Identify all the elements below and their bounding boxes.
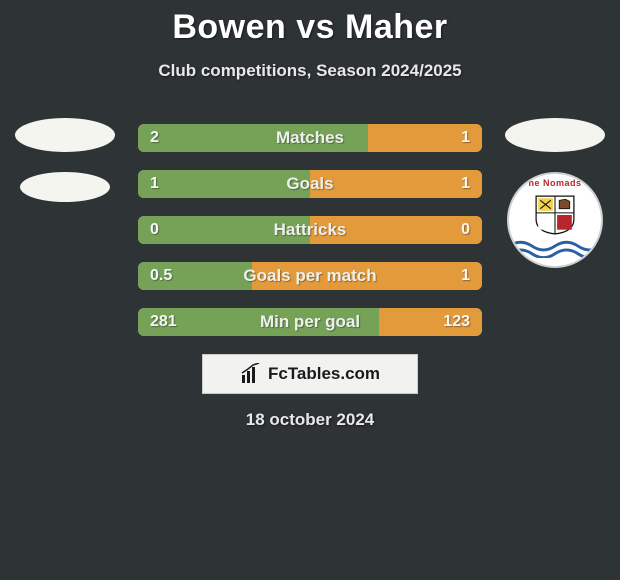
page-title: Bowen vs Maher — [0, 0, 620, 47]
left-club-logo-1 — [15, 118, 115, 152]
right-club-badge: he Nomads — [507, 172, 603, 268]
stat-label-mpg: Min per goal — [138, 308, 482, 336]
stat-row-goals: 1 Goals 1 — [138, 170, 482, 198]
stat-right-hattricks: 0 — [461, 216, 470, 244]
stat-row-matches: 2 Matches 1 — [138, 124, 482, 152]
subtitle: Club competitions, Season 2024/2025 — [0, 61, 620, 81]
left-club-logo-2 — [20, 172, 110, 202]
stat-row-goals-per-match: 0.5 Goals per match 1 — [138, 262, 482, 290]
date-text: 18 october 2024 — [0, 410, 620, 430]
stat-label-gpm: Goals per match — [138, 262, 482, 290]
badge-shield-icon — [534, 194, 576, 236]
right-player-logos: he Nomads — [500, 118, 610, 268]
left-player-logos — [10, 118, 120, 222]
stat-right-mpg: 123 — [443, 308, 470, 336]
badge-arc-text: he Nomads — [509, 178, 601, 188]
stat-right-gpm: 1 — [461, 262, 470, 290]
stat-row-min-per-goal: 281 Min per goal 123 — [138, 308, 482, 336]
stat-right-matches: 1 — [461, 124, 470, 152]
right-club-logo-1 — [505, 118, 605, 152]
stat-label-goals: Goals — [138, 170, 482, 198]
stat-label-matches: Matches — [138, 124, 482, 152]
badge-waves-icon — [509, 238, 601, 258]
stat-row-hattricks: 0 Hattricks 0 — [138, 216, 482, 244]
brand-box[interactable]: FcTables.com — [202, 354, 418, 394]
brand-text: FcTables.com — [268, 364, 380, 384]
stat-label-hattricks: Hattricks — [138, 216, 482, 244]
stat-right-goals: 1 — [461, 170, 470, 198]
stat-bars: 2 Matches 1 1 Goals 1 0 Hattricks 0 0.5 … — [138, 124, 482, 354]
brand-chart-icon — [240, 363, 262, 385]
